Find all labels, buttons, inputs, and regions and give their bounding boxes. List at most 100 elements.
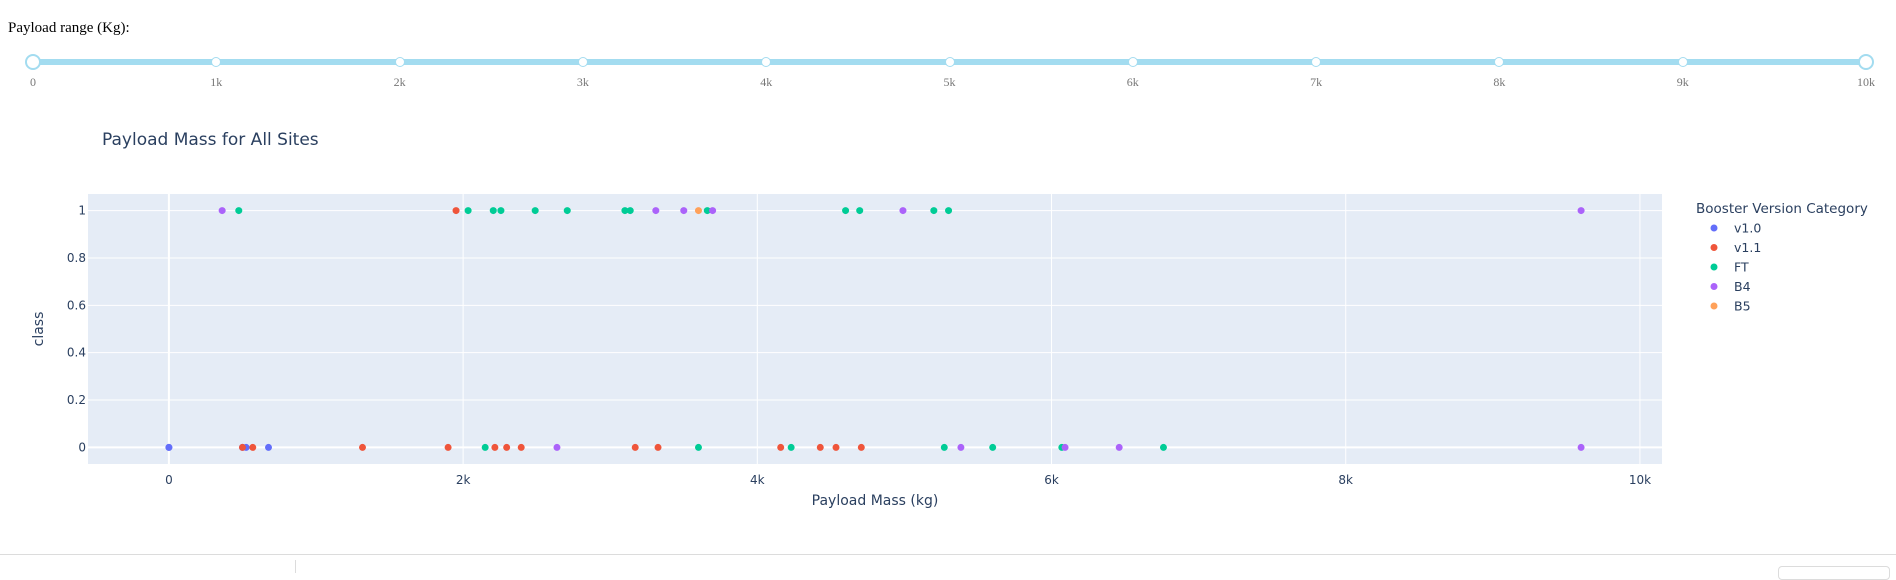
slider-step-dot bbox=[761, 57, 772, 67]
slider-step-dot bbox=[394, 57, 405, 67]
data-point-v1-1 bbox=[654, 443, 662, 451]
data-point-ft bbox=[945, 207, 953, 215]
data-point-ft bbox=[930, 207, 938, 215]
data-point-v1-1 bbox=[444, 443, 452, 451]
legend-marker bbox=[1710, 244, 1718, 251]
data-point-v1-1 bbox=[452, 207, 460, 215]
data-points bbox=[165, 207, 1585, 451]
data-point-v1-1 bbox=[491, 443, 499, 451]
legend-entry: B5 bbox=[1734, 299, 1751, 314]
slider-step-dot bbox=[1311, 57, 1322, 67]
data-point-v1-1 bbox=[631, 443, 639, 451]
slider-mark-label: 4k bbox=[760, 75, 773, 89]
x-tick-label: 8k bbox=[1338, 473, 1353, 487]
data-point-ft bbox=[787, 443, 795, 451]
y-tick-label: 0.6 bbox=[67, 298, 86, 312]
slider-mark-label: 3k bbox=[576, 75, 589, 89]
data-point-v1-0 bbox=[165, 443, 173, 451]
data-point-ft bbox=[464, 207, 472, 215]
slider-mark-label: 8k bbox=[1493, 75, 1506, 89]
data-point-ft bbox=[703, 207, 711, 215]
data-point-v1-1 bbox=[777, 443, 785, 451]
legend-marker bbox=[1710, 283, 1718, 290]
y-axis-ticks: 0 0.2 0.4 0.6 0.8 1 bbox=[67, 204, 86, 455]
data-point-v1-1 bbox=[857, 443, 865, 451]
data-point-ft bbox=[989, 443, 997, 451]
slider-mark-label: 7k bbox=[1310, 75, 1323, 89]
legend-marker bbox=[1710, 263, 1718, 271]
data-point-ft bbox=[940, 443, 948, 451]
data-point-b4 bbox=[652, 207, 660, 215]
data-point-v1-1 bbox=[832, 443, 840, 451]
data-point-v1-1 bbox=[238, 443, 246, 451]
data-point-ft bbox=[856, 207, 864, 215]
y-tick-label: 0 bbox=[78, 440, 86, 454]
slider-mark-label: 5k bbox=[943, 75, 956, 89]
legend-entry: v1.1 bbox=[1734, 240, 1761, 255]
slider-mark-label: 2k bbox=[393, 75, 406, 89]
data-point-ft bbox=[626, 207, 634, 215]
data-point-b4 bbox=[1577, 207, 1585, 215]
plot-area bbox=[88, 194, 1662, 464]
legend-entry: FT bbox=[1734, 260, 1749, 275]
bottom-divider bbox=[0, 554, 1896, 555]
data-point-ft bbox=[694, 443, 702, 451]
data-point-b4 bbox=[899, 207, 907, 215]
data-point-v1-1 bbox=[503, 443, 511, 451]
x-axis-ticks: 0 2k 4k 6k 8k 10k bbox=[165, 473, 1651, 487]
payload-scatter-chart: Payload Mass for All Sites 0 2k 4k 6k 8k 10k … bbox=[31, 130, 1868, 509]
slider-step-dot bbox=[1494, 57, 1505, 67]
data-point-b4 bbox=[709, 207, 717, 215]
data-point-v1-1 bbox=[249, 443, 257, 451]
data-point-b4 bbox=[1061, 443, 1069, 451]
grid-lines bbox=[88, 194, 1662, 464]
x-tick-label: 6k bbox=[1044, 473, 1059, 487]
x-tick-label: 4k bbox=[750, 473, 765, 487]
data-point-ft bbox=[842, 207, 850, 215]
data-point-ft bbox=[489, 207, 497, 215]
bottom-control[interactable] bbox=[1778, 566, 1890, 580]
slider-step-dot bbox=[1127, 57, 1138, 67]
data-point-v1-1 bbox=[517, 443, 525, 451]
data-point-ft bbox=[235, 207, 243, 215]
slider-mark-label: 9k bbox=[1676, 75, 1689, 89]
data-point-ft bbox=[563, 207, 571, 215]
data-point-ft bbox=[497, 207, 505, 215]
data-point-ft bbox=[621, 207, 629, 215]
slider-label: Payload range (Kg): bbox=[8, 20, 130, 36]
legend-entry: v1.0 bbox=[1734, 221, 1761, 236]
slider-mark-label: 6k bbox=[1126, 75, 1139, 89]
slider-step-dot bbox=[944, 57, 955, 67]
legend: v1.0 v1.1 FT B4 B5 bbox=[1710, 221, 1761, 314]
y-axis-label: class bbox=[31, 312, 47, 347]
x-tick-label: 10k bbox=[1629, 473, 1651, 487]
legend-entry: B4 bbox=[1734, 279, 1751, 294]
slider-step-dot bbox=[1677, 57, 1688, 67]
legend-title: Booster Version Category bbox=[1696, 201, 1868, 217]
bottom-separator bbox=[295, 560, 296, 573]
data-point-b4 bbox=[680, 207, 688, 215]
slider-step-dot bbox=[577, 57, 588, 67]
slider-mark-label: 0 bbox=[30, 75, 36, 89]
data-point-ft bbox=[481, 443, 489, 451]
x-tick-label: 2k bbox=[456, 473, 471, 487]
data-point-ft bbox=[531, 207, 539, 215]
data-point-v1-0 bbox=[264, 443, 272, 451]
legend-marker bbox=[1710, 302, 1718, 310]
chart-title: Payload Mass for All Sites bbox=[102, 130, 319, 150]
slider-handle-max[interactable] bbox=[1858, 54, 1874, 70]
data-point-ft bbox=[1159, 443, 1167, 451]
data-point-b4 bbox=[553, 443, 561, 451]
data-point-v1-1 bbox=[358, 443, 366, 451]
y-tick-label: 0.8 bbox=[67, 251, 86, 265]
x-axis-label: Payload Mass (kg) bbox=[812, 493, 939, 509]
data-point-b4 bbox=[1115, 443, 1123, 451]
slider-handle-min[interactable] bbox=[25, 54, 41, 70]
y-tick-label: 1 bbox=[78, 204, 86, 218]
data-point-b5 bbox=[694, 207, 702, 215]
y-tick-label: 0.2 bbox=[67, 393, 86, 407]
slider-mark-label: 10k bbox=[1857, 75, 1875, 89]
data-point-b4 bbox=[218, 207, 226, 215]
x-tick-label: 0 bbox=[165, 473, 173, 487]
data-point-b4 bbox=[957, 443, 965, 451]
